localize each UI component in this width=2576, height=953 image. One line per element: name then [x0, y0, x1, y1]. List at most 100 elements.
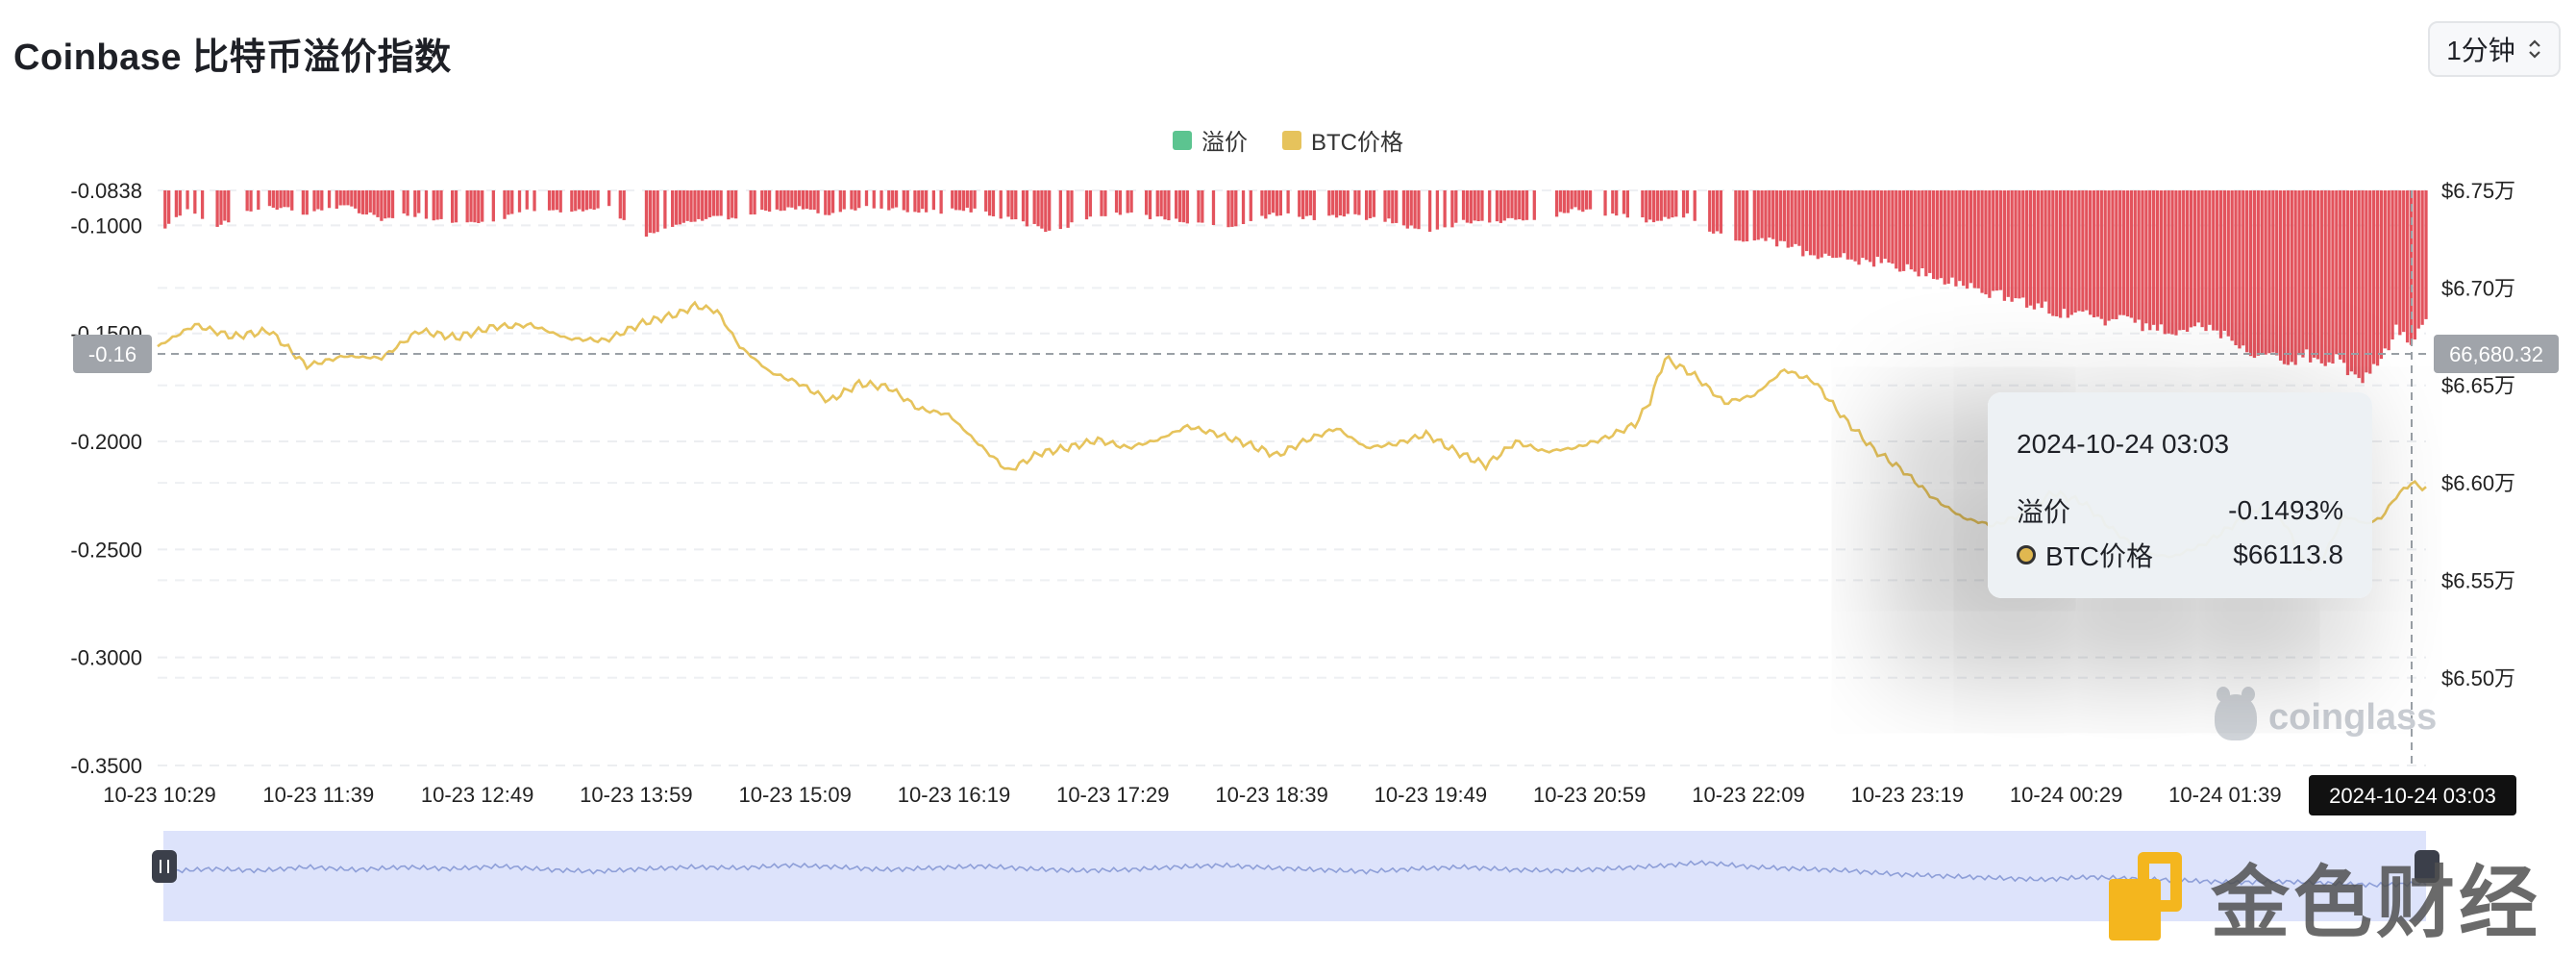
premium-bar: [558, 190, 562, 213]
premium-bar: [2014, 190, 2018, 299]
y-left-tick-label: -0.3000: [70, 646, 142, 670]
premium-bar: [2316, 190, 2320, 360]
premium-bar: [1570, 190, 1573, 210]
premium-bar: [2405, 190, 2410, 343]
premium-bar: [588, 190, 592, 210]
premium-bar: [2137, 190, 2141, 320]
premium-bar: [2349, 190, 2354, 372]
premium-bar: [1734, 190, 1738, 241]
premium-bar: [973, 190, 977, 209]
premium-bar: [1391, 190, 1395, 224]
premium-bar: [2230, 190, 2234, 341]
premium-bar: [872, 190, 876, 209]
premium-bar: [1040, 190, 1044, 229]
premium-bar: [857, 190, 861, 209]
premium-bar: [644, 190, 649, 238]
premium-bar: [1976, 190, 1980, 288]
navigator-left-handle[interactable]: [152, 850, 177, 883]
premium-bar: [939, 190, 943, 214]
premium-bar: [290, 190, 294, 211]
legend-item-price[interactable]: BTC价格: [1282, 123, 1403, 157]
premium-bar: [1372, 190, 1376, 217]
premium-bar: [2095, 190, 2100, 317]
premium-bar: [648, 190, 653, 234]
premium-bar: [1506, 190, 1510, 218]
premium-bar: [838, 190, 842, 213]
legend-swatch-premium: [1173, 130, 1192, 150]
premium-bar: [2278, 190, 2283, 361]
premium-bar: [1816, 190, 1820, 260]
premium-bar: [931, 190, 936, 211]
premium-bar: [1405, 190, 1409, 229]
premium-bar: [1901, 190, 1906, 271]
y-right-tick-label: $6.60万: [2441, 471, 2515, 495]
premium-bar: [275, 190, 279, 211]
premium-bar: [1353, 190, 1357, 214]
premium-bar: [215, 190, 219, 227]
premium-bar: [286, 190, 290, 208]
legend-label-premium: 溢价: [1201, 130, 1248, 156]
premium-bar: [1774, 190, 1779, 247]
premium-bar: [510, 190, 514, 214]
premium-bar: [2409, 190, 2414, 345]
premium-bar: [1278, 190, 1282, 216]
premium-bar: [734, 190, 738, 219]
premium-bar: [2256, 190, 2260, 356]
premium-bar: [1920, 190, 1924, 269]
premium-bar: [2021, 190, 2025, 298]
coinglass-wordmark: coinglass: [2268, 696, 2438, 738]
premium-bar: [1913, 190, 1917, 272]
premium-bar: [2111, 190, 2115, 319]
tooltip-time: 2024-10-24 03:03: [2017, 429, 2230, 459]
premium-bar: [547, 190, 552, 211]
premium-bar: [731, 190, 734, 218]
premium-bar: [1980, 190, 1984, 293]
premium-bar: [1021, 190, 1026, 222]
premium-bar: [1006, 190, 1010, 217]
premium-bar: [1771, 190, 1775, 239]
premium-bar: [1924, 190, 1928, 277]
premium-bar: [704, 190, 708, 219]
premium-bar: [1469, 190, 1473, 224]
premium-bar: [678, 190, 682, 225]
premium-bar: [2002, 190, 2007, 301]
premium-bar: [2010, 190, 2014, 302]
premium-bar: [2323, 190, 2327, 366]
premium-bar: [1387, 190, 1391, 219]
premium-bar: [2238, 190, 2242, 349]
legend-item-premium[interactable]: 溢价: [1173, 123, 1248, 157]
interval-select[interactable]: 1分钟: [2428, 21, 2561, 77]
premium-bar: [715, 190, 719, 216]
premium-bar: [1175, 190, 1178, 219]
premium-bar: [2185, 190, 2190, 332]
navigator-series-line: [162, 860, 2427, 889]
premium-bar: [1972, 190, 1976, 288]
crosshair-right-badge: [2434, 335, 2559, 373]
premium-bar: [1615, 190, 1619, 216]
x-tick-label: 10-23 15:09: [738, 783, 851, 807]
legend-label-price: BTC价格: [1311, 130, 1403, 156]
premium-bar: [1480, 190, 1484, 221]
premium-bar: [2293, 190, 2297, 365]
premium-bar: [301, 190, 306, 215]
premium-bar: [1201, 190, 1204, 223]
navigator-right-handle[interactable]: [2415, 850, 2440, 883]
premium-bar: [879, 190, 883, 209]
premium-bar: [1835, 190, 1839, 259]
premium-bar: [2062, 190, 2067, 310]
premium-bar: [2379, 190, 2384, 360]
premium-bar: [1883, 190, 1887, 260]
y-right-tick-label: $6.70万: [2441, 276, 2515, 300]
premium-bar: [2402, 190, 2406, 333]
premium-bar: [1681, 190, 1686, 218]
premium-bar: [1820, 190, 1823, 258]
premium-bar: [1443, 190, 1447, 228]
premium-bar: [2047, 190, 2051, 314]
y-right-tick-label: $6.75万: [2441, 179, 2515, 203]
premium-bar: [219, 190, 223, 225]
premium-bar: [2092, 190, 2096, 318]
premium-bar: [707, 190, 712, 217]
premium-bar: [2167, 190, 2170, 334]
premium-bar: [1946, 190, 1950, 285]
